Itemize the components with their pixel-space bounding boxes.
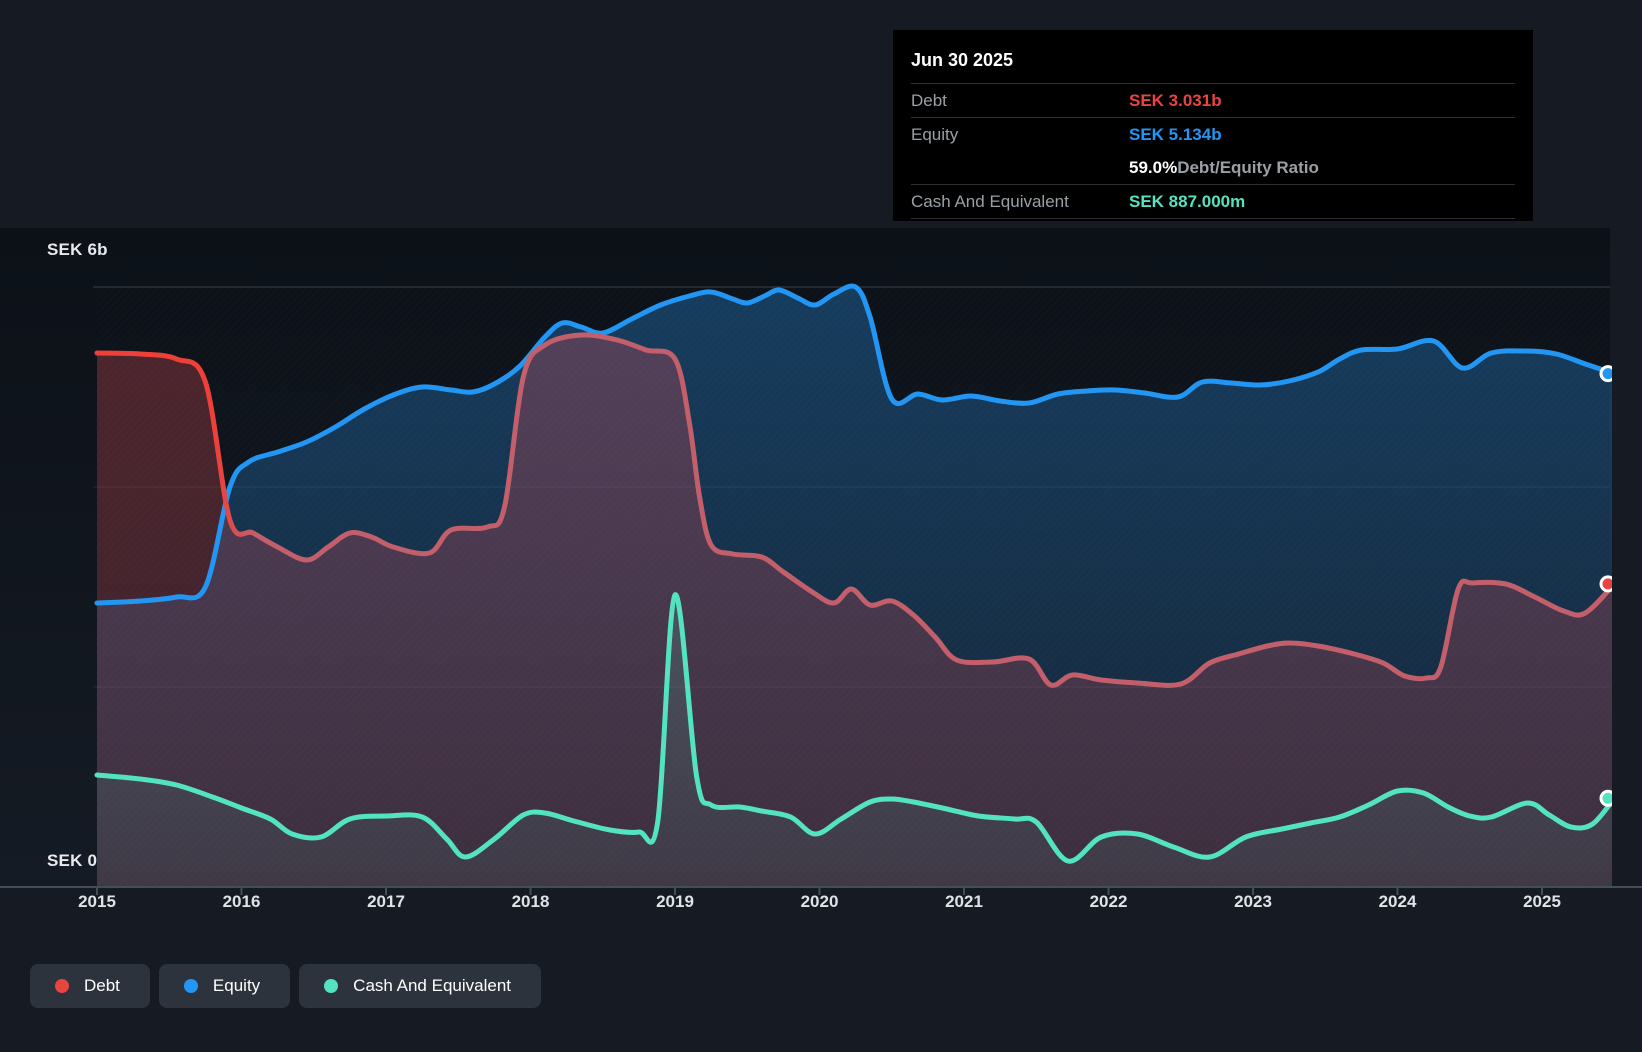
tooltip-debt-value: SEK 3.031b bbox=[1129, 90, 1222, 110]
tooltip-debt-label: Debt bbox=[911, 90, 947, 110]
chart-tooltip: Jun 30 2025 Debt SEK 3.031b Equity SEK 5… bbox=[893, 30, 1533, 221]
x-axis-label-2016: 2016 bbox=[222, 892, 261, 911]
tooltip-cash-value: SEK 887.000m bbox=[1129, 191, 1246, 211]
y-axis-label-max: SEK 6b bbox=[47, 240, 108, 259]
tooltip-row-debt: Debt SEK 3.031b bbox=[911, 83, 1515, 117]
legend-item-equity[interactable]: Equity bbox=[158, 964, 291, 1008]
x-axis-label-2023: 2023 bbox=[1234, 892, 1272, 911]
tooltip-ratio-value: 59.0% bbox=[1129, 157, 1178, 177]
area-texture bbox=[97, 287, 1610, 887]
legend-item-cash[interactable]: Cash And Equivalent bbox=[299, 964, 542, 1008]
cash-and-equivalent-endpoint bbox=[1599, 789, 1612, 807]
x-axis-ticks bbox=[96, 888, 1543, 895]
legend-debt-label: Debt bbox=[84, 976, 120, 995]
x-axis-label-2019: 2019 bbox=[656, 892, 694, 911]
x-axis-label-2020: 2020 bbox=[800, 892, 839, 911]
x-axis-label-2022: 2022 bbox=[1089, 892, 1128, 911]
equity-dot-icon bbox=[183, 979, 198, 993]
equity-endpoint bbox=[1599, 365, 1612, 383]
cash-and-equivalent-line bbox=[94, 592, 1612, 864]
x-axis-label-2015: 2015 bbox=[78, 892, 116, 911]
tooltip-date: Jun 30 2025 bbox=[911, 50, 1014, 70]
tooltip-row-equity: Equity SEK 5.134b bbox=[911, 117, 1515, 151]
tooltip-cash-label: Cash And Equivalent bbox=[911, 191, 1069, 211]
debt-line bbox=[94, 332, 1612, 688]
legend-item-debt[interactable]: Debt bbox=[30, 964, 150, 1008]
equity-line bbox=[94, 283, 1612, 606]
x-axis-label-2017: 2017 bbox=[367, 892, 405, 911]
legend-equity-label: Equity bbox=[212, 976, 261, 995]
x-axis-label-2018: 2018 bbox=[511, 892, 550, 911]
tooltip-equity-label: Equity bbox=[911, 124, 959, 144]
tooltip-row-cash: Cash And Equivalent SEK 887.000m bbox=[911, 184, 1515, 219]
series-lines[interactable] bbox=[94, 283, 1614, 864]
series-endpoints bbox=[1599, 365, 1612, 807]
legend-cash-label: Cash And Equivalent bbox=[353, 976, 512, 995]
debt-endpoint bbox=[1599, 575, 1612, 593]
x-axis-label-2025: 2025 bbox=[1523, 892, 1561, 911]
tooltip-equity-value: SEK 5.134b bbox=[1129, 124, 1222, 144]
x-axis-label-2021: 2021 bbox=[945, 892, 983, 911]
tooltip-row-ratio: 59.0% Debt/Equity Ratio bbox=[911, 151, 1515, 184]
debt-dot-icon bbox=[55, 979, 69, 993]
tooltip-ratio-label: Debt/Equity Ratio bbox=[1177, 157, 1319, 177]
cash-dot-icon bbox=[324, 979, 339, 993]
x-axis-label-2024: 2024 bbox=[1378, 892, 1417, 911]
chart-legend: Debt Equity Cash And Equivalent bbox=[30, 964, 542, 1008]
y-axis-label-zero: SEK 0 bbox=[47, 851, 98, 870]
